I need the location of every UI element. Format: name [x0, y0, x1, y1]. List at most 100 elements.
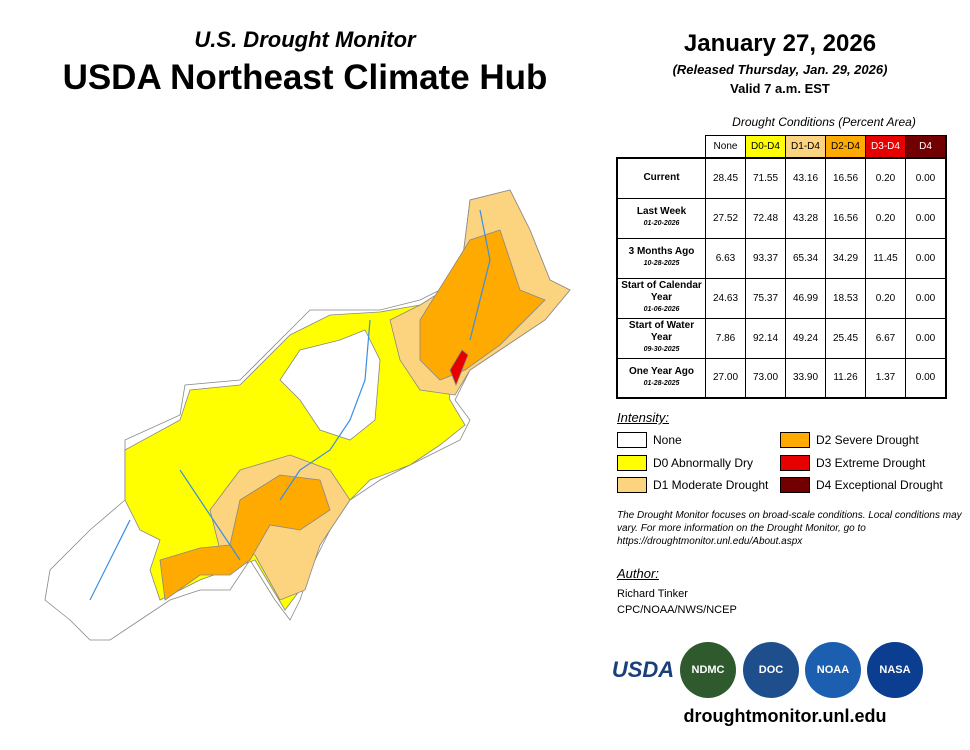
table-cell: 34.29 [825, 237, 866, 279]
table-cell: 28.45 [705, 157, 746, 199]
legend-d3: D3 Extreme Drought [780, 455, 925, 471]
usda-logo: USDA [611, 657, 675, 682]
table-cell: 0.00 [905, 237, 947, 279]
table-cell: 46.99 [785, 277, 826, 319]
table-cell: 18.53 [825, 277, 866, 319]
table-row: Start of Calendar Year 01-06-2026 24.63 75.… [616, 277, 947, 319]
row-date: 01-28-2025 [643, 379, 680, 387]
legend-label: None [653, 433, 682, 447]
author-name: Richard Tinker [617, 588, 688, 600]
col-d3-d4: D3-D4 [865, 135, 906, 159]
noaa-logo: NOAA [805, 642, 861, 698]
row-label: Current [616, 157, 706, 199]
nasa-logo: NASA [867, 642, 923, 698]
table-row: Last Week 01-20-2026 27.52 72.48 43.28 16.56 0… [616, 197, 947, 239]
col-d2-d4: D2-D4 [825, 135, 866, 159]
row-date: 09-30-2025 [643, 346, 680, 353]
row-label: 3 Months Ago 10-28-2025 [616, 237, 706, 279]
table-cell: 75.37 [745, 277, 786, 319]
table-row: Start of Water Year 09-30-2025 7.86 92.14 49… [616, 317, 947, 359]
table-cell: 6.63 [705, 237, 746, 279]
legend-label: D2 Severe Drought [816, 433, 919, 447]
row-label: Start of Water Year 09-30-2025 [616, 317, 706, 359]
table-cell: 92.14 [745, 317, 786, 359]
legend-d0: D0 Abnormally Dry [617, 455, 753, 471]
table-cell: 7.86 [705, 317, 746, 359]
ndmc-logo: NDMC [680, 642, 736, 698]
commerce-logo: DOC [743, 642, 799, 698]
region-map [44, 189, 571, 641]
row-date: 01-20-2026 [643, 220, 680, 227]
table-cell: 16.56 [825, 157, 866, 199]
row-label: Start of Calendar Year 01-06-2026 [616, 277, 706, 319]
col-d4: D4 [905, 135, 947, 159]
table-cell: 27.52 [705, 197, 746, 239]
table-cell: 24.63 [705, 277, 746, 319]
table-cell: 71.55 [745, 157, 786, 199]
legend-label: D3 Extreme Drought [816, 456, 926, 470]
author-info: Richard Tinker CPC/NOAA/NWS/NCEP [617, 586, 737, 618]
table-cell: 16.56 [825, 197, 866, 239]
valid-time: Valid 7 a.m. EST [730, 81, 830, 96]
blank-header [617, 136, 706, 159]
col-d0-d4: D0-D4 [745, 135, 786, 159]
row-label-text: Last Week [636, 206, 687, 217]
legend-label: D4 Exceptional Drought [816, 478, 943, 492]
row-label: One Year Ago 01-28-2025 [616, 357, 706, 399]
table-cell: 0.00 [905, 277, 947, 319]
row-date: 01-06-2026 [643, 306, 680, 313]
region-d3 [449, 349, 469, 387]
table-cell: 65.34 [785, 237, 826, 279]
table-cell: 93.37 [745, 237, 786, 279]
region-d2-mid [159, 474, 331, 601]
website-url[interactable]: droughtmonitor.unl.edu [683, 706, 887, 726]
table-cell: 0.20 [865, 157, 906, 199]
table-cell: 73.00 [745, 357, 786, 399]
row-label-text: Current [643, 172, 680, 184]
legend-label: D0 Abnormally Dry [653, 456, 754, 470]
legend-label: D1 Moderate Drought [653, 478, 769, 492]
table-cell: 49.24 [785, 317, 826, 359]
subtitle: U.S. Drought Monitor [194, 27, 416, 52]
row-label-text: Start of Water Year [628, 320, 695, 343]
row-date: 10-28-2025 [643, 260, 680, 267]
map-date: January 27, 2026 [683, 30, 877, 57]
table-cell: 0.00 [905, 197, 947, 239]
region-none-ny [279, 329, 381, 441]
table-row: 3 Months Ago 10-28-2025 6.63 93.37 65.34 34.2… [616, 237, 947, 279]
legend-d1: D1 Moderate Drought [617, 477, 768, 493]
row-label: Last Week 01-20-2026 [616, 197, 706, 239]
table-cell: 6.67 [865, 317, 906, 359]
legend-title: Intensity: [617, 410, 670, 425]
disclaimer-note: The Drought Monitor focuses on broad-sca… [617, 510, 962, 547]
table-row: Current 28.45 71.55 43.16 16.56 0.20 0.00 [616, 157, 947, 199]
row-label-text: 3 Months Ago [628, 246, 695, 257]
table-cell: 33.90 [785, 357, 826, 399]
table-cell: 0.00 [905, 157, 947, 199]
rivers [89, 209, 491, 601]
drought-conditions-table: None D0-D4 D1-D4 D2-D4 D3-D4 D4 Current 2… [616, 135, 947, 399]
author-title: Author: [617, 566, 659, 581]
table-cell: 72.48 [745, 197, 786, 239]
page-title: USDA Northeast Climate Hub [62, 58, 548, 97]
table-cell: 43.28 [785, 197, 826, 239]
author-org: CPC/NOAA/NWS/NCEP [617, 604, 737, 616]
table-cell: 1.37 [865, 357, 906, 399]
table-cell: 27.00 [705, 357, 746, 399]
row-label-text: One Year Ago [628, 365, 695, 377]
table-cell: 0.00 [905, 317, 947, 359]
col-d1-d4: D1-D4 [785, 135, 826, 159]
release-date: (Released Thursday, Jan. 29, 2026) [672, 62, 888, 77]
table-row: One Year Ago 01-28-2025 27.00 73.00 33.90 11.… [616, 357, 947, 399]
legend-none: None [617, 432, 682, 448]
legend-d2: D2 Severe Drought [780, 432, 919, 448]
table-cell: 0.00 [905, 357, 947, 399]
table-cell: 43.16 [785, 157, 826, 199]
row-label-text: Start of Calendar Year [621, 280, 702, 303]
table-cell: 11.26 [825, 357, 866, 399]
col-none: None [705, 135, 746, 159]
legend-d4: D4 Exceptional Drought [780, 477, 943, 493]
table-cell: 25.45 [825, 317, 866, 359]
table-cell: 11.45 [865, 237, 906, 279]
